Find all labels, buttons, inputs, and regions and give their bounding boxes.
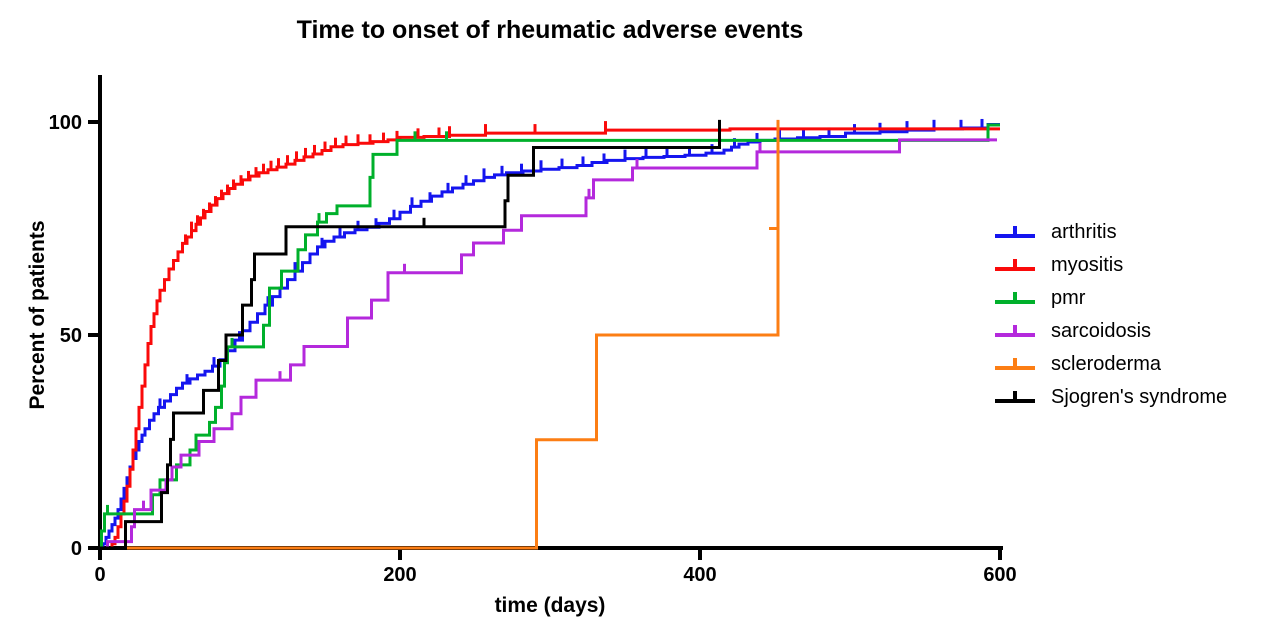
legend-swatch-pmr-icon: [995, 292, 1035, 305]
svg-text:100: 100: [49, 112, 82, 134]
svg-text:600: 600: [983, 564, 1016, 586]
legend-label: scleroderma: [1051, 353, 1162, 375]
svg-text:0: 0: [94, 564, 105, 586]
legend-swatch-sarcoidosis-icon: [995, 325, 1035, 338]
svg-text:50: 50: [60, 325, 82, 347]
y-axis-title: Percent of patients: [26, 220, 49, 410]
legend-swatch-myositis-icon: [995, 259, 1035, 272]
legend-label: Sjogren's syndrome: [1051, 386, 1228, 408]
legend: arthritis myositis pmr sarcoidosis scler…: [995, 216, 1227, 414]
legend-item-scleroderma: scleroderma: [995, 348, 1227, 381]
x-axis-title: time (days): [494, 594, 606, 617]
legend-item-sarcoidosis: sarcoidosis: [995, 315, 1227, 348]
legend-item-myositis: myositis: [995, 249, 1227, 282]
legend-label: pmr: [1051, 287, 1086, 309]
legend-label: arthritis: [1051, 221, 1117, 243]
svg-text:400: 400: [683, 564, 716, 586]
legend-item-pmr: pmr: [995, 282, 1227, 315]
legend-swatch-arthritis-icon: [995, 226, 1035, 239]
legend-swatch-sjogrens-icon: [995, 391, 1035, 404]
chart-title: Time to onset of rheumatic adverse event…: [296, 16, 804, 44]
legend-item-sjogrens-syndrome: Sjogren's syndrome: [995, 381, 1227, 414]
legend-label: myositis: [1051, 254, 1124, 276]
legend-label: sarcoidosis: [1051, 320, 1152, 342]
svg-text:0: 0: [71, 538, 82, 560]
legend-swatch-scleroderma-icon: [995, 358, 1035, 371]
legend-item-arthritis: arthritis: [995, 216, 1227, 249]
svg-text:200: 200: [383, 564, 416, 586]
